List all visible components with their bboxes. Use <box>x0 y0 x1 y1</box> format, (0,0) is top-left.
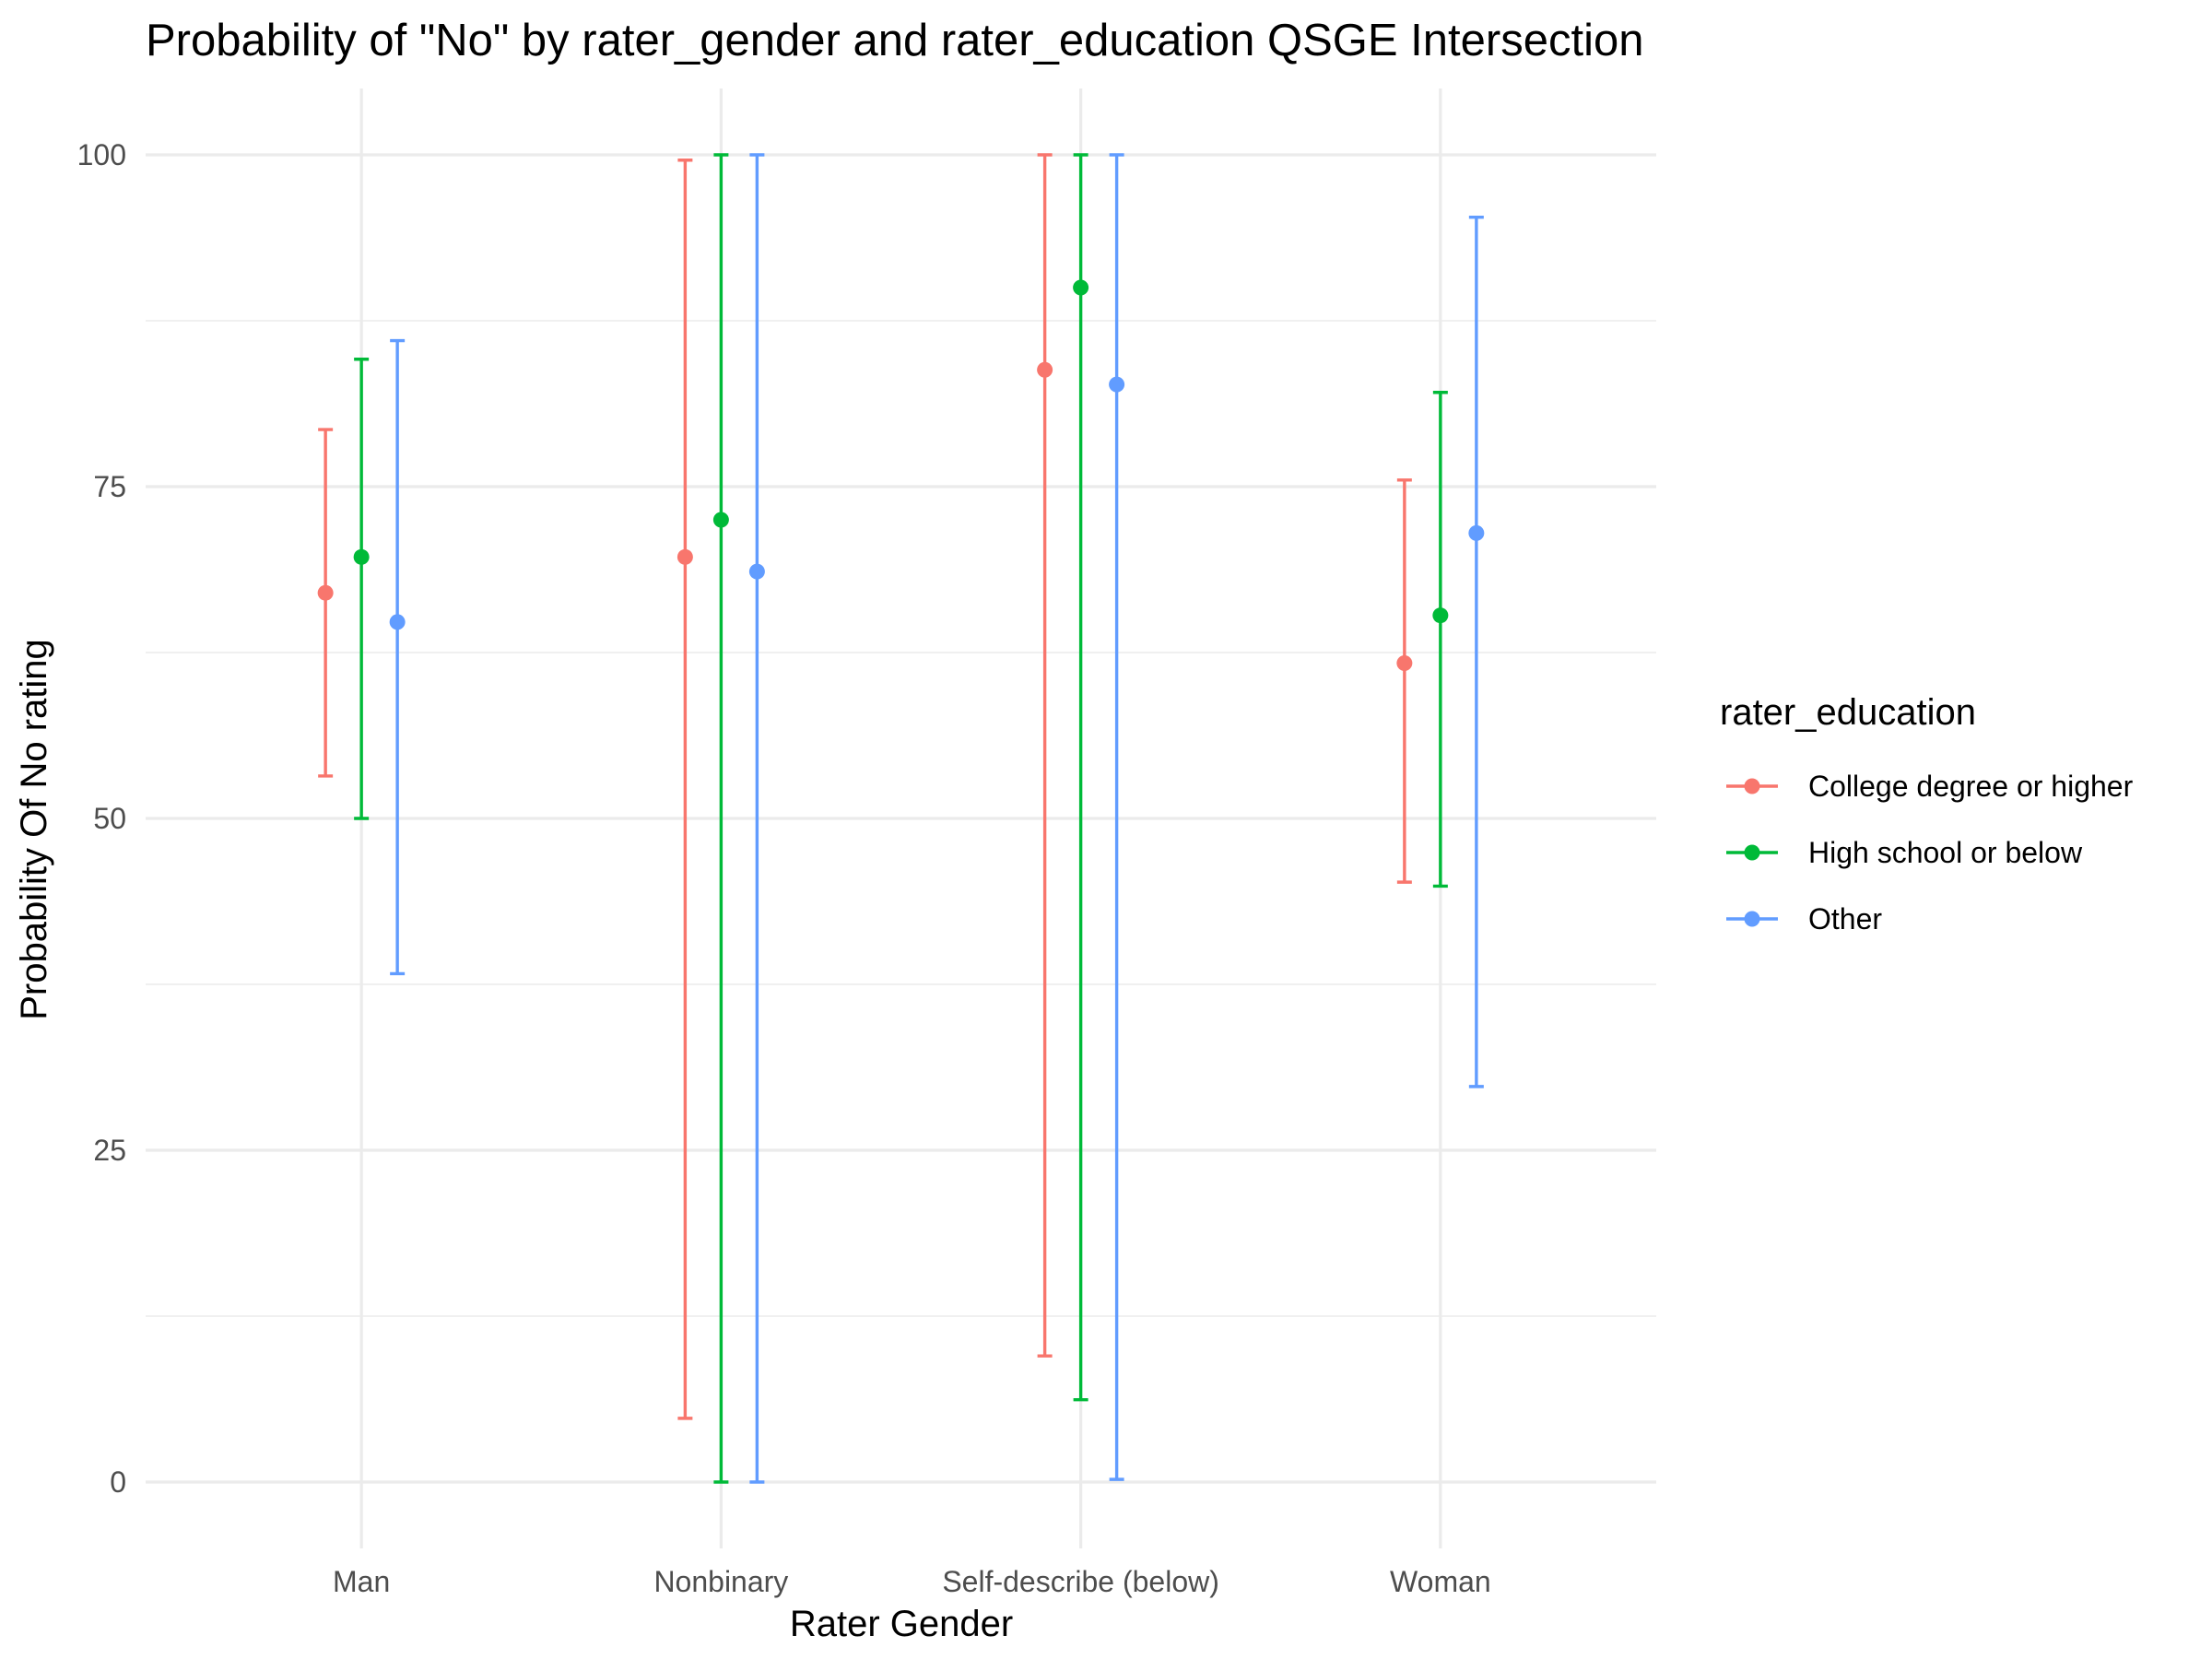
x-tick-label: Nonbinary <box>653 1565 788 1598</box>
plot-marks <box>317 153 1485 1484</box>
x-axis-ticks: Man Nonbinary Self-describe (below) Woman <box>333 1565 1491 1598</box>
plot-grid <box>146 88 1656 1548</box>
estimate-point <box>748 563 765 580</box>
estimate-point <box>1396 655 1413 672</box>
y-tick-label: 75 <box>93 470 126 503</box>
x-tick-label: Man <box>333 1565 390 1598</box>
x-axis-title: Rater Gender <box>790 1604 1013 1644</box>
legend-label: College degree or higher <box>1808 770 2134 803</box>
estimate-point <box>1468 524 1485 541</box>
y-axis-title: Probability Of No rating <box>14 639 54 1020</box>
y-tick-label: 100 <box>77 138 126 171</box>
estimate-point <box>1073 279 1089 296</box>
y-tick-label: 25 <box>93 1134 126 1167</box>
y-tick-label: 50 <box>93 802 126 835</box>
legend-key-point <box>1744 911 1760 927</box>
estimate-point <box>1109 376 1125 393</box>
estimate-point <box>353 548 370 565</box>
estimate-point <box>317 584 334 601</box>
x-tick-label: Woman <box>1390 1565 1491 1598</box>
legend-label: High school or below <box>1808 836 2083 869</box>
x-tick-label: Self-describe (below) <box>942 1565 1219 1598</box>
y-tick-label: 0 <box>110 1465 126 1499</box>
estimate-point <box>712 512 729 528</box>
estimate-point <box>677 548 693 565</box>
estimate-point <box>1432 607 1449 624</box>
legend-items: College degree or higher High school or b… <box>1726 770 2134 935</box>
y-axis-ticks: 0 25 50 75 100 <box>77 138 126 1499</box>
estimate-point <box>389 614 406 630</box>
legend-key-point <box>1744 778 1760 794</box>
legend-label: Other <box>1808 902 1882 935</box>
legend: rater_education College degree or higher… <box>1720 692 2134 935</box>
estimate-point <box>1037 361 1053 378</box>
legend-title: rater_education <box>1720 692 1976 733</box>
chart-title: Probability of "No" by rater_gender and … <box>146 16 1643 65</box>
legend-key-point <box>1744 844 1760 861</box>
